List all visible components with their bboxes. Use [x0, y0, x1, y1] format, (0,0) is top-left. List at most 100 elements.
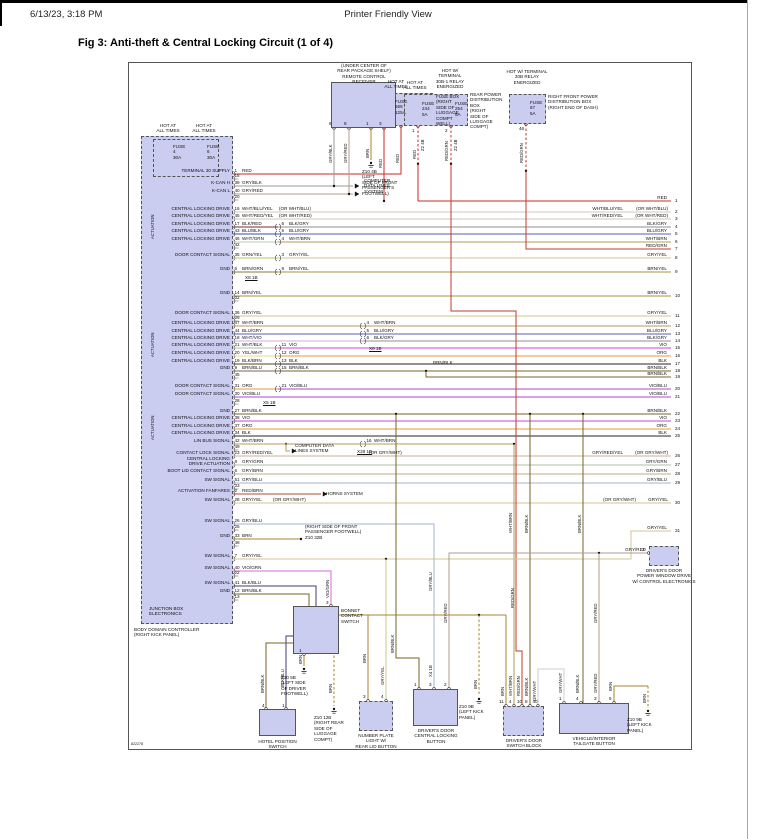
pin-number: 31: [234, 382, 240, 388]
signal-label: SW SIGNAL: [204, 579, 230, 585]
wire-color-label: BRN/YEL: [242, 289, 262, 295]
pin-number: 1: [366, 121, 369, 126]
signal-label: GND: [219, 407, 230, 413]
front-power-distribution-box: [509, 94, 546, 124]
wiring-diagram: HOT AT ALL TIMES HOT AT ALL TIMES FUSE 4 3…: [128, 62, 696, 750]
header-page-title: Printer Friendly View: [344, 9, 432, 20]
wire-color-vertical-label: GRY/YEL: [380, 666, 385, 685]
pin-number: 16: [234, 205, 240, 211]
wire-color-label: WHT/BLU/YEL: [242, 205, 273, 211]
exit-circuit-number: 5: [675, 231, 678, 237]
exit-circuit-number: 24: [675, 426, 681, 432]
signal-label: GND: [219, 289, 230, 295]
pin-number: 40: [234, 187, 240, 193]
wire-color-vertical-label: RED/GRN: [444, 141, 449, 161]
exit-wire-color: GRY/BRN: [646, 467, 667, 473]
fuse-label: FUSE 4 30A: [173, 144, 186, 160]
pin-number: 46: [234, 235, 240, 241]
wire-color-label: GRY/YEL: [242, 552, 262, 558]
wire-color-label: GRY/BRN: [242, 467, 263, 473]
exit-circuit-number: 8: [675, 255, 678, 261]
exit-wire-color: VIO/BLU: [648, 382, 667, 388]
connector-pin-number: 12: [281, 349, 287, 355]
inline-connector-id: X5 1B: [263, 400, 276, 405]
signal-label: CENTRAL LOCKING DRIVE: [171, 349, 230, 355]
signal-label: SW SIGNAL: [204, 476, 230, 482]
component-location-label: RIGHT FRONT POWER DISTRIBUTION BOX (RIGH…: [548, 94, 598, 110]
exit-wire-color: BLK/GRY: [647, 334, 667, 340]
pin-number: 2: [444, 682, 447, 687]
pin-number: 8: [234, 458, 238, 464]
exit-circuit-number: 20: [675, 386, 681, 392]
wire-color-vertical-label: WHT/BRN: [508, 675, 513, 696]
signal-label: DOOR CONTACT SIGNAL: [175, 390, 230, 396]
pin-number: 7: [234, 552, 238, 558]
pin-number: 27: [234, 407, 240, 413]
pin-number: 1: [299, 648, 302, 653]
hot-label: HOT AT ALL TIMES: [403, 80, 427, 91]
wire-color-vertical-label: GRY/WHT: [558, 672, 563, 693]
exit-circuit-number: 10: [675, 293, 681, 299]
signal-label: DOOR CONTACT SIGNAL: [175, 251, 230, 257]
connector-wire-color: GRY/YEL: [289, 251, 309, 257]
signal-label: CENTRAL LOCKING DRIVE ACTUATION: [186, 455, 230, 466]
exit-circuit-number: 14: [675, 338, 681, 344]
exit-wire-color: BRN/YEL: [647, 265, 667, 271]
wire-color-label: BRN/BLK: [242, 407, 262, 413]
figure-title: Fig 3: Anti-theft & Central Locking Circ…: [78, 37, 334, 49]
pin-number: 8: [344, 121, 347, 126]
wire-color-label: BRN: [242, 532, 252, 538]
wire-alt-color-note: (OR WHT/BLU): [279, 205, 311, 211]
wire-color-label: GRY/YEL: [242, 496, 262, 502]
wire-color-vertical-label: BRN/BLK: [260, 674, 265, 693]
actuation-group-label: ACTUATION: [150, 415, 155, 440]
unused-pin-number: 25: [234, 523, 240, 529]
signal-label: GND: [219, 532, 230, 538]
pin-number: 5: [609, 696, 612, 701]
wire-color-label: BLU/BLK: [242, 227, 261, 233]
fuse-label: FUSE 254 5A: [455, 101, 468, 117]
wire-color-vertical-label: GRY/RED: [593, 603, 598, 624]
pin-number: 1: [559, 696, 562, 701]
exit-wire-color: ORG: [656, 422, 667, 428]
signal-label: CENTRAL LOCKING DRIVE: [171, 429, 230, 435]
exit-circuit-number: 28: [675, 471, 681, 477]
hot-label: HOT W/ TERMINAL 30B-1 RELAY ENERGIZED: [435, 68, 465, 90]
unused-pin-number: 28: [234, 397, 240, 403]
pin-number: 2: [642, 547, 645, 552]
connector-pin-number: 3: [281, 251, 285, 257]
exit-circuit-number: 19: [675, 374, 681, 380]
wire-color-vertical-label: BRN: [362, 653, 367, 663]
bonnet-contact-switch-box: [293, 606, 339, 654]
wire-color-vertical-label: WHT/BRN: [508, 512, 513, 533]
number-plate-light-box: [359, 701, 393, 731]
hot-label: HOT AT ALL TIMES: [384, 79, 408, 90]
signal-label: DOOR CONTACT SIGNAL: [175, 309, 230, 315]
exit-circuit-number: 23: [675, 418, 681, 424]
inline-connector-id: X8 1B: [245, 275, 258, 280]
connector-pin-number: 21: [281, 382, 287, 388]
pin-number: 21: [234, 341, 240, 347]
signal-label: CENTRAL LOCKING DRIVE: [171, 319, 230, 325]
wire-color-vertical-label: BRN: [608, 681, 613, 691]
connector-pin-number: 11: [281, 341, 287, 347]
signal-label: ACTIVATION FANFARES: [177, 487, 230, 493]
unused-pin-number: 20: [234, 193, 240, 199]
pin-number: 3: [363, 694, 366, 699]
wire-color-vertical-label: BRN/BLK: [577, 514, 582, 533]
wire-color-label: BRN/BLU: [242, 364, 262, 370]
wire-color-label: GRY/RED: [625, 547, 646, 552]
pin-number: 4: [262, 703, 265, 708]
wire-color-vertical-label: GRY/BLK: [328, 144, 333, 163]
connector-wire-color: BRN/YEL: [289, 265, 309, 271]
pin-number: 40: [532, 699, 538, 704]
exit-circuit-number: 26: [675, 453, 681, 459]
hot-label: HOT W/ TERMINAL 30B RELAY ENERGIZED: [506, 69, 548, 85]
connector-wire-color: BLU/GRY: [374, 327, 395, 333]
component-caption-central-locking-button: DRIVER'S DOOR CENTRAL LOCKING BUTTON: [414, 728, 458, 744]
wire-color-label: BLK/BRN: [242, 357, 262, 363]
component-caption-door-switch-block: DRIVER'S DOOR SWITCH BLOCK: [505, 738, 543, 749]
exit-wire-color: BLK/GRY: [647, 220, 667, 226]
pin-number: 44: [234, 327, 240, 333]
wire-color-label: VIO/BLU: [242, 390, 261, 396]
